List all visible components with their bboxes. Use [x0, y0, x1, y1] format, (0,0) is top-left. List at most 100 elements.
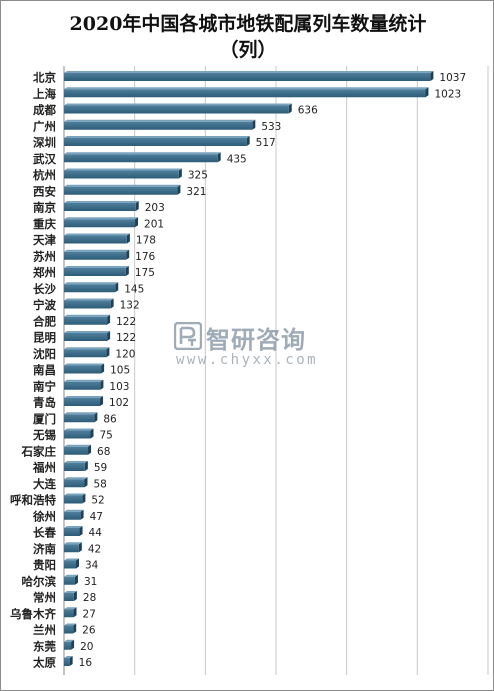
bar-side [126, 249, 130, 260]
value-label: 145 [124, 283, 144, 295]
category-label: 大连 [33, 477, 56, 491]
bar [64, 511, 81, 520]
bar-top [64, 201, 139, 203]
bar-side [78, 542, 82, 553]
value-label: 20 [80, 641, 93, 653]
bar [64, 251, 127, 260]
bar [64, 463, 85, 471]
value-label: 26 [82, 625, 96, 637]
value-label: 132 [120, 300, 140, 312]
watermark: 智研咨询 www.chyxx.com [174, 322, 334, 374]
category-label: 武汉 [33, 152, 56, 166]
category-label: 石家庄 [21, 444, 57, 458]
bar-top [64, 526, 83, 528]
bar [64, 89, 426, 98]
bar-side [125, 266, 129, 276]
bar-side [126, 233, 130, 244]
category-label: 青岛 [33, 396, 56, 410]
bar-side [84, 477, 88, 488]
bar-side [90, 428, 94, 439]
value-label: 517 [256, 137, 276, 149]
bar-side [430, 71, 434, 81]
value-label: 1023 [434, 88, 461, 100]
bar [64, 560, 77, 569]
bar-top [64, 233, 130, 236]
category-label: 兰州 [33, 623, 56, 637]
bar-side [106, 347, 110, 358]
bar-side [74, 574, 78, 585]
bar-top [64, 298, 114, 301]
value-label: 178 [136, 235, 156, 247]
value-label: 34 [85, 560, 99, 572]
bar [64, 203, 136, 211]
bar-side [73, 591, 77, 601]
bar-top [64, 87, 429, 90]
value-label: 321 [186, 186, 206, 198]
bar-side [88, 444, 92, 455]
bar [64, 479, 85, 488]
category-label: 北京 [33, 71, 56, 85]
value-label: 636 [298, 105, 318, 117]
bar [64, 495, 83, 504]
bar-side [73, 607, 77, 618]
value-label: 105 [110, 365, 130, 377]
value-label: 120 [115, 348, 135, 360]
bar-top [64, 331, 111, 333]
bar-side [94, 412, 98, 423]
category-label: 西安 [33, 184, 56, 198]
bar-side [107, 331, 111, 341]
value-label: 86 [103, 413, 117, 425]
bar-top [64, 103, 292, 106]
bar-side [135, 201, 139, 211]
bar-side [100, 396, 104, 406]
bar-top [64, 119, 256, 122]
bar [64, 219, 136, 228]
bar-top [64, 347, 110, 350]
value-label: 201 [144, 218, 164, 230]
bar-top [64, 396, 104, 398]
value-label: 68 [97, 446, 110, 458]
bar-top [64, 71, 434, 73]
category-label: 常州 [33, 591, 56, 605]
bar [64, 300, 111, 309]
category-label: 苏州 [33, 249, 56, 263]
category-label: 东莞 [33, 639, 56, 653]
bar-side [82, 493, 86, 504]
bar-side [76, 558, 80, 569]
bar-side [73, 623, 77, 634]
category-label: 沈阳 [33, 347, 56, 361]
bar [64, 186, 178, 195]
bar-side [178, 168, 182, 179]
category-label: 郑州 [33, 266, 56, 280]
bar-top [64, 574, 78, 577]
bar-side [80, 509, 84, 520]
category-label: 杭州 [33, 168, 56, 182]
bar-side [84, 461, 88, 471]
bar-side [79, 526, 83, 536]
value-label: 533 [261, 121, 281, 133]
bar-top [64, 461, 88, 463]
bar-side [69, 656, 73, 666]
category-label: 哈尔滨 [22, 574, 57, 588]
category-label: 合肥 [33, 314, 56, 328]
value-label: 435 [227, 153, 247, 165]
bar [64, 154, 218, 163]
bar-top [64, 379, 104, 382]
bar [64, 398, 101, 406]
watermark-url: www.chyxx.com [176, 352, 319, 368]
bar [64, 641, 72, 650]
bar-top [64, 444, 92, 447]
bar [64, 576, 75, 585]
bar-top [64, 607, 77, 610]
category-label: 南宁 [33, 379, 56, 393]
bar-top [64, 428, 94, 431]
category-label: 福州 [32, 461, 56, 475]
chart-title: 2020年中国各城市地铁配属列车数量统计 （列） [1, 11, 494, 63]
bar-top [64, 168, 182, 171]
bar [64, 333, 108, 341]
category-label: 南京 [33, 201, 56, 215]
value-label: 203 [145, 202, 165, 214]
bar-side [101, 363, 105, 374]
